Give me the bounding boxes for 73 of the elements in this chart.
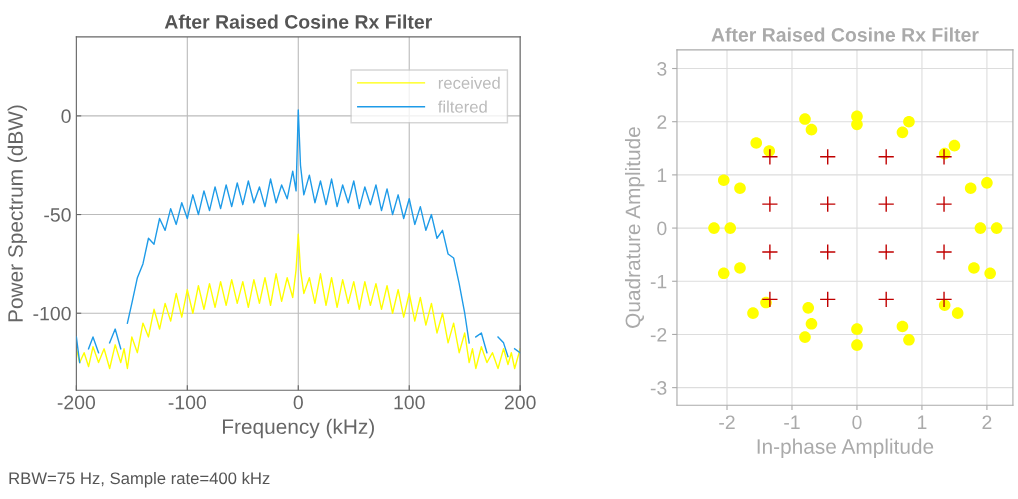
point xyxy=(935,195,953,213)
point xyxy=(799,331,811,343)
legend-label: filtered xyxy=(438,100,487,113)
y-tick-label: 3 xyxy=(657,61,667,76)
point xyxy=(903,115,915,128)
point xyxy=(734,182,746,194)
point xyxy=(851,339,863,351)
point xyxy=(903,333,915,346)
point xyxy=(984,267,996,280)
x-axis-title: Frequency (kHz) xyxy=(223,418,374,439)
point xyxy=(799,113,811,125)
point xyxy=(761,291,779,308)
point xyxy=(708,222,720,234)
x-tick-label: 2 xyxy=(982,415,992,429)
x-tick-label: -1 xyxy=(784,415,800,429)
point xyxy=(805,123,818,136)
point xyxy=(724,222,737,234)
point xyxy=(717,267,730,280)
point xyxy=(951,307,964,319)
point xyxy=(750,137,763,149)
y-tick-label: -100 xyxy=(33,306,71,321)
point xyxy=(968,262,980,274)
x-tick-label: 200 xyxy=(504,395,536,410)
x-tick-label: -200 xyxy=(57,395,96,410)
point xyxy=(819,195,837,213)
point xyxy=(819,291,837,308)
text: RBW=75 Hz, Sample rate=400 kHz xyxy=(9,471,270,488)
point xyxy=(896,320,909,333)
y-axis-title: Quadrature Amplitude xyxy=(624,127,645,328)
point xyxy=(935,243,953,261)
line-series xyxy=(76,233,521,370)
y-tick-label: -50 xyxy=(44,208,71,222)
point xyxy=(974,222,987,234)
point xyxy=(877,291,895,308)
point xyxy=(935,148,953,166)
y-tick-label: 0 xyxy=(657,221,667,236)
point xyxy=(717,174,730,187)
point xyxy=(948,139,961,152)
x-tick-label: 100 xyxy=(394,395,425,410)
chart-title: After Raised Cosine Rx Filter xyxy=(711,27,979,42)
point xyxy=(761,243,779,261)
point xyxy=(734,262,746,274)
y-tick-label: 1 xyxy=(657,168,667,182)
point xyxy=(802,302,815,314)
point xyxy=(877,243,895,261)
point xyxy=(819,243,837,261)
legend-label: received xyxy=(438,76,500,89)
y-tick-label: -3 xyxy=(650,381,667,395)
point xyxy=(990,222,1003,234)
y-tick-label: -2 xyxy=(650,327,667,342)
x-tick-label: 0 xyxy=(852,415,862,430)
point xyxy=(896,126,909,139)
x-axis-title: In-phase Amplitude xyxy=(757,438,934,459)
point xyxy=(761,148,779,166)
y-axis-title: Power Spectrum (dBW) xyxy=(7,105,28,322)
point xyxy=(981,177,993,189)
point xyxy=(935,291,953,308)
x-tick-label: -100 xyxy=(168,395,207,410)
point xyxy=(819,148,837,166)
chart-title: After Raised Cosine Rx Filter xyxy=(164,14,432,29)
x-tick-label: -2 xyxy=(719,415,735,429)
y-tick-label: 2 xyxy=(657,115,667,129)
point xyxy=(747,307,759,319)
point xyxy=(877,148,895,166)
point xyxy=(761,195,779,213)
point xyxy=(805,318,818,330)
x-tick-label: 0 xyxy=(293,395,303,410)
point xyxy=(877,195,895,213)
y-tick-label: 0 xyxy=(61,109,71,124)
x-tick-label: 1 xyxy=(918,415,927,429)
point xyxy=(851,323,863,335)
point xyxy=(964,182,977,194)
y-tick-label: -1 xyxy=(650,274,667,289)
